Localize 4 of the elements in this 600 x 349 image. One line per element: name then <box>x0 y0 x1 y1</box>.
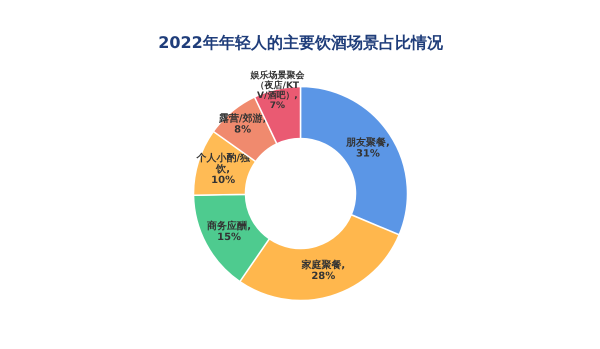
slice-label: 家庭聚餐, 28% <box>300 259 346 282</box>
slice-label: 商务应酬, 15% <box>206 220 252 243</box>
slice-label: 朋友聚餐, 31% <box>345 136 390 160</box>
chart-title: 2022年年轻人的主要饮酒场景占比情况 <box>158 33 444 52</box>
